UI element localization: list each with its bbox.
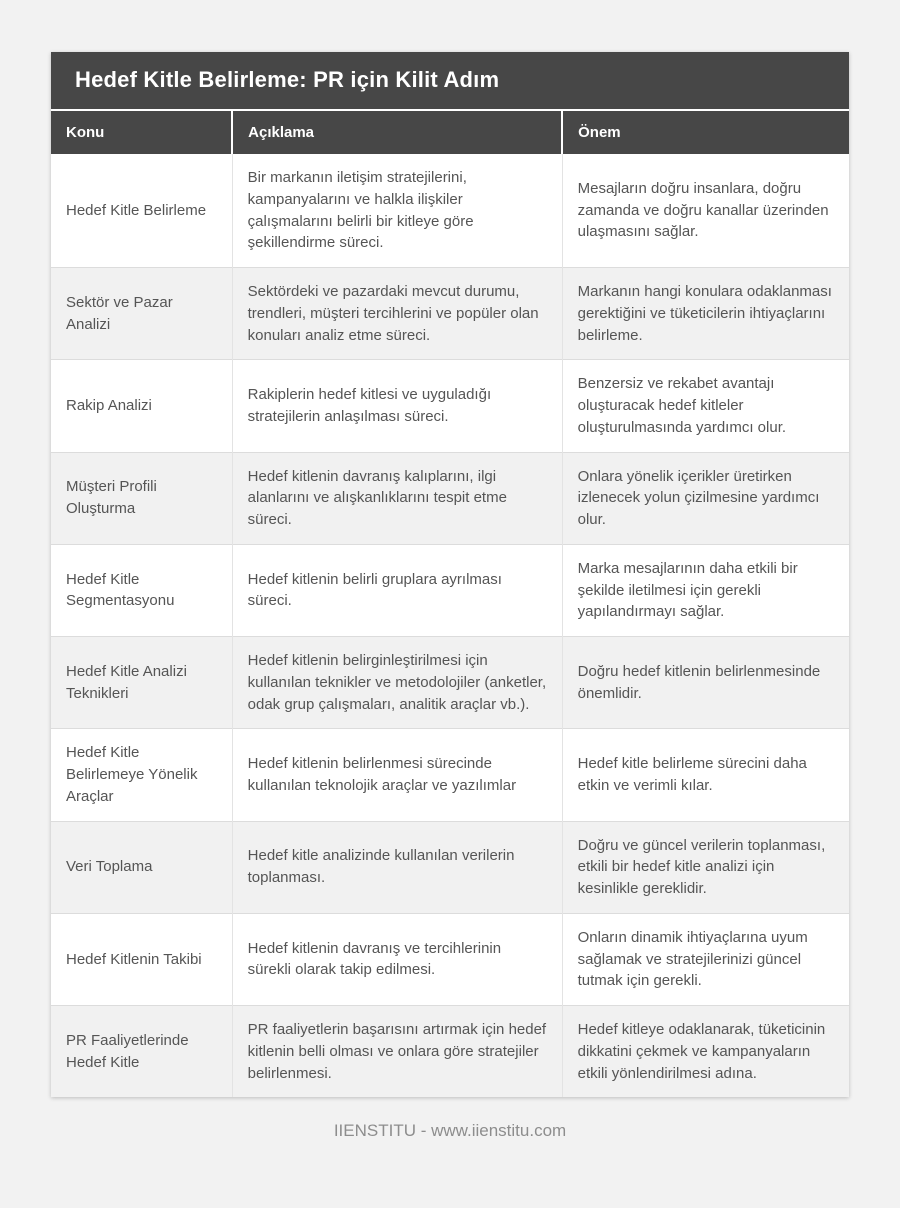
table-row: Müşteri Profili Oluşturma Hedef kitlenin… [51,451,849,545]
table-row: Rakip Analizi Rakiplerin hedef kitlesi v… [51,359,849,452]
description-cell: Hedef kitlenin belirginleştirilmesi için… [232,635,563,729]
table-row: Veri Toplama Hedef kitle analizinde kull… [51,820,849,914]
table-row: Sektör ve Pazar Analizi Sektördeki ve pa… [51,266,849,360]
topics-table: Konu Açıklama Önem Hedef Kitle Belirleme… [51,111,849,1098]
importance-cell: Marka mesajlarının daha etkili bir şekil… [562,543,849,637]
importance-cell: Hedef kitleye odaklanarak, tüketicinin d… [562,1005,849,1098]
description-cell: Hedef kitle analizinde kullanılan verile… [232,820,563,914]
description-cell: Sektördeki ve pazardaki mevcut durumu, t… [232,266,563,360]
page-title: Hedef Kitle Belirleme: PR için Kilit Adı… [51,52,849,109]
footer-credit: IIENSTITU - www.iienstitu.com [333,1121,567,1141]
importance-cell: Doğru hedef kitlenin belirlenmesinde öne… [562,635,849,729]
description-cell: Hedef kitlenin belirlenmesi sürecinde ku… [232,728,563,821]
table-row: Hedef Kitlenin Takibi Hedef kitlenin dav… [51,912,849,1006]
topic-cell: Hedef Kitle Belirleme [51,154,233,268]
column-header-konu: Konu [51,111,234,154]
topic-cell: Hedef Kitle Segmentasyonu [51,543,233,637]
table-card: Hedef Kitle Belirleme: PR için Kilit Adı… [51,52,849,1098]
page: { "page": { "background": "#f2f2f2", "fo… [0,52,900,1208]
topic-cell: Müşteri Profili Oluşturma [51,451,233,545]
importance-cell: Mesajların doğru insanlara, doğru zamand… [577,179,829,241]
topic-cell: Hedef Kitlenin Takibi [51,912,233,1006]
table-row: PR Faaliyetlerinde Hedef Kitle PR faaliy… [51,1005,849,1098]
topic-cell: Hedef Kitle Analizi Teknikleri [51,635,233,729]
column-header-aciklama: Açıklama [232,111,564,154]
description-cell: Hedef kitlenin davranış ve tercihlerinin… [232,912,563,1006]
column-header-onem: Önem [562,111,849,154]
description-cell: Hedef kitlenin belirli gruplara ayrılmas… [232,543,563,637]
description-cell: Bir markanın iletişim stratejilerini, ka… [232,154,563,268]
topic-cell: Sektör ve Pazar Analizi [51,266,233,360]
description-cell: Hedef kitlenin davranış kalıplarını, ilg… [232,451,563,545]
description-cell: PR faaliyetlerin başarısını artırmak içi… [232,1005,563,1098]
topic-cell: Hedef Kitle Belirlemeye Yönelik Araçlar [51,728,233,821]
topic-cell: PR Faaliyetlerinde Hedef Kitle [51,1005,233,1098]
topic-cell: Rakip Analizi [51,359,233,452]
table-row: Hedef Kitle Belirlemeye Yönelik Araçlar … [51,728,849,821]
table-header-row: Konu Açıklama Önem [51,111,849,154]
importance-cell: Hedef kitle belirleme sürecini daha etki… [562,728,849,821]
importance-cell: Doğru ve güncel verilerin toplanması, et… [562,820,849,914]
importance-cell: Benzersiz ve rekabet avantajı oluşturaca… [562,359,849,452]
importance-cell: Onlara yönelik içerikler üretirken izlen… [562,451,849,545]
importance-cell: Onların dinamik ihtiyaçlarına uyum sağla… [562,912,849,1006]
description-cell: Rakiplerin hedef kitlesi ve uyguladığı s… [232,359,563,452]
table-row: Hedef Kitle Belirleme Bir markanın ileti… [51,154,849,268]
topic-cell: Veri Toplama [51,820,233,914]
table-row: Hedef Kitle Segmentasyonu Hedef kitlenin… [51,543,849,637]
table-row: Hedef Kitle Analizi Teknikleri Hedef kit… [51,635,849,729]
importance-cell: Markanın hangi konulara odaklanması gere… [562,266,849,360]
